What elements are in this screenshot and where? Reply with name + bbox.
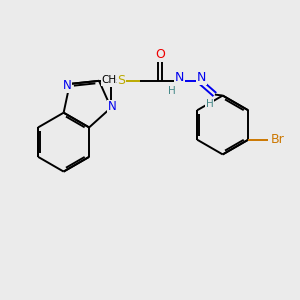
Text: N: N xyxy=(108,100,116,113)
Text: N: N xyxy=(175,71,184,84)
Text: N: N xyxy=(62,80,71,92)
Text: O: O xyxy=(155,48,165,61)
Text: N: N xyxy=(196,71,206,84)
Text: Br: Br xyxy=(271,133,284,146)
Text: S: S xyxy=(118,74,126,87)
Text: H: H xyxy=(168,85,176,96)
Text: H: H xyxy=(206,99,214,110)
Text: CH₃: CH₃ xyxy=(101,75,121,85)
